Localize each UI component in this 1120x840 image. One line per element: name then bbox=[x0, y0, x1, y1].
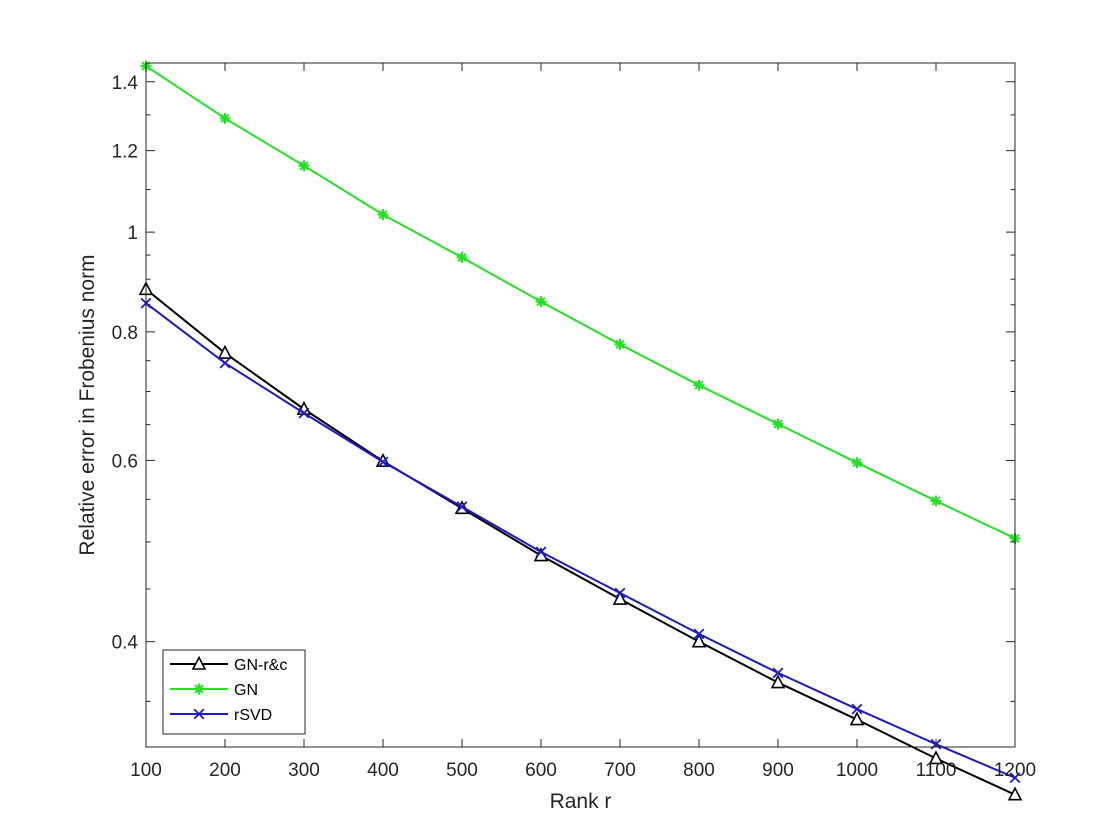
data-point bbox=[851, 703, 863, 715]
data-point bbox=[691, 633, 707, 648]
plot-frame bbox=[145, 62, 1016, 748]
data-point bbox=[456, 251, 468, 263]
data-point-shape bbox=[614, 338, 626, 350]
data-point-shape bbox=[772, 667, 784, 679]
legend-marker-shape bbox=[191, 655, 207, 670]
y-tick-label: 0.6 bbox=[112, 451, 138, 472]
series-line bbox=[145, 65, 1016, 540]
data-point bbox=[770, 674, 786, 689]
legend-marker bbox=[193, 683, 205, 695]
series-x bbox=[140, 297, 1021, 784]
x-tick-label: 100 bbox=[130, 760, 162, 781]
legend-marker bbox=[191, 655, 207, 670]
data-point-shape bbox=[456, 501, 468, 513]
series-layer bbox=[138, 60, 1023, 801]
x-tick-label: 1000 bbox=[836, 760, 878, 781]
data-point bbox=[928, 750, 944, 765]
data-point-shape bbox=[693, 628, 705, 640]
data-point-shape bbox=[377, 456, 389, 468]
x-tick-label: 400 bbox=[367, 760, 399, 781]
data-point bbox=[772, 418, 784, 430]
data-point bbox=[772, 667, 784, 679]
y-tick-label: 0.4 bbox=[112, 633, 139, 654]
x-tick-label: 200 bbox=[209, 760, 241, 781]
data-point bbox=[693, 628, 705, 640]
legend-label: rSVD bbox=[234, 707, 272, 724]
legend-label: GN-r&c bbox=[234, 657, 287, 674]
data-point-shape bbox=[772, 418, 784, 430]
data-point bbox=[930, 495, 942, 507]
data-point-shape bbox=[851, 457, 863, 469]
data-point-shape bbox=[377, 209, 389, 221]
data-point bbox=[535, 296, 547, 308]
legend-item: GN-r&c bbox=[170, 655, 287, 674]
data-point-shape bbox=[219, 112, 231, 124]
data-point-shape bbox=[535, 546, 547, 558]
data-point-shape bbox=[770, 674, 786, 689]
data-point bbox=[377, 209, 389, 221]
data-point bbox=[456, 501, 468, 513]
data-point bbox=[535, 546, 547, 558]
data-point-shape bbox=[849, 711, 865, 726]
data-point bbox=[219, 357, 231, 369]
y-tick-label: 1 bbox=[127, 223, 138, 244]
plot-area bbox=[146, 63, 1015, 747]
data-point-shape bbox=[535, 296, 547, 308]
legend-item: rSVD bbox=[170, 707, 272, 724]
data-point-shape bbox=[691, 633, 707, 648]
x-tick-label: 300 bbox=[288, 760, 320, 781]
data-point bbox=[849, 711, 865, 726]
y-tick-label: 1.4 bbox=[112, 73, 139, 94]
data-point-shape bbox=[693, 379, 705, 391]
data-point-shape bbox=[219, 357, 231, 369]
data-point-shape bbox=[1007, 786, 1023, 801]
data-point-shape bbox=[298, 160, 310, 172]
x-tick-label: 800 bbox=[683, 760, 715, 781]
data-point bbox=[1007, 786, 1023, 801]
x-axis-label: Rank r bbox=[550, 790, 612, 813]
data-point bbox=[1009, 772, 1021, 784]
y-axis-label: Relative error in Frobenius norm bbox=[76, 254, 99, 555]
legend-item: GN bbox=[170, 682, 258, 699]
legend: GN-r&c GN rSVD bbox=[162, 649, 306, 735]
data-point bbox=[219, 112, 231, 124]
x-tick-label: 1100 bbox=[916, 760, 957, 781]
legend-label: GN bbox=[234, 682, 258, 699]
data-point-shape bbox=[298, 407, 310, 419]
data-point-shape bbox=[930, 495, 942, 507]
series-line bbox=[145, 288, 1016, 796]
data-point bbox=[851, 457, 863, 469]
data-point-shape bbox=[456, 251, 468, 263]
x-tick-label: 500 bbox=[446, 760, 478, 781]
data-point-shape bbox=[851, 703, 863, 715]
x-tick-label: 900 bbox=[762, 760, 794, 781]
data-point-shape bbox=[614, 587, 626, 599]
data-point bbox=[217, 344, 233, 359]
y-tick-label: 1.2 bbox=[112, 142, 138, 163]
x-tick-label: 700 bbox=[604, 760, 636, 781]
legend-marker-shape bbox=[193, 708, 205, 720]
data-point bbox=[693, 379, 705, 391]
x-tick-label: 600 bbox=[525, 760, 557, 781]
series-triangle bbox=[138, 281, 1023, 801]
data-point bbox=[612, 590, 628, 605]
data-point bbox=[377, 456, 389, 468]
ticks-layer: 100 200 300 400 500 600 700 800 900 1000 1100 1200 0… bbox=[112, 63, 1036, 781]
data-point bbox=[298, 160, 310, 172]
data-point-shape bbox=[217, 344, 233, 359]
data-point-shape bbox=[612, 590, 628, 605]
series-line bbox=[145, 302, 1016, 779]
y-tick-label: 0.8 bbox=[112, 323, 138, 344]
data-point bbox=[298, 407, 310, 419]
data-point bbox=[614, 338, 626, 350]
legend-marker bbox=[193, 708, 205, 720]
legend-marker-shape bbox=[193, 683, 205, 695]
data-point-shape bbox=[928, 750, 944, 765]
x-tick-label: 1200 bbox=[994, 760, 1036, 781]
data-point bbox=[614, 587, 626, 599]
data-point-shape bbox=[1009, 772, 1021, 784]
